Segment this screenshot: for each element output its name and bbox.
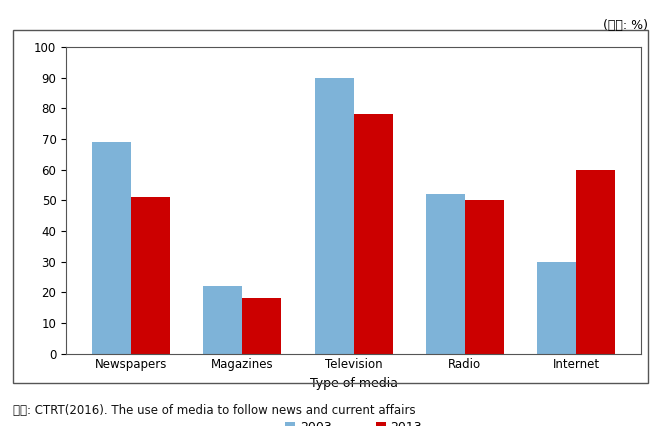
Bar [131, 197, 170, 354]
Bar [576, 170, 615, 354]
Bar [243, 298, 282, 354]
Bar [426, 194, 465, 354]
X-axis label: Type of media: Type of media [309, 377, 398, 390]
Bar [537, 262, 576, 354]
Legend: 2003, 2013: 2003, 2013 [280, 416, 427, 426]
Bar [354, 114, 393, 354]
Bar [465, 200, 504, 354]
Bar [93, 142, 131, 354]
Bar [315, 78, 354, 354]
Bar [204, 286, 243, 354]
Text: 원제: CTRT(2016). The use of media to follow news and current affairs: 원제: CTRT(2016). The use of media to foll… [13, 404, 416, 417]
Text: (단위: %): (단위: %) [603, 19, 648, 32]
